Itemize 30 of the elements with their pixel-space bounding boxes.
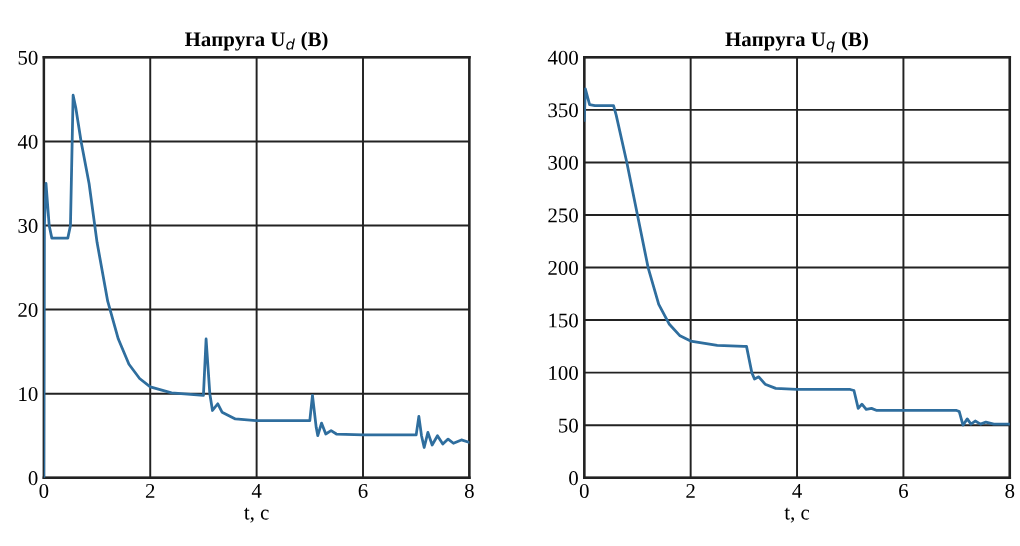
- x-axis-title: t, c: [244, 507, 269, 523]
- y-tick-label: 250: [548, 208, 578, 223]
- y-tick-label: 350: [548, 103, 578, 118]
- y-tick-label: 300: [548, 155, 578, 170]
- y-tick-label: 30: [18, 218, 38, 233]
- x-tick-label: 6: [358, 483, 368, 498]
- y-tick-label: 50: [559, 418, 578, 433]
- chart-title: Напруга U$_{q}$ (В): [725, 31, 868, 53]
- x-tick-label: 0: [579, 483, 589, 498]
- y-tick-label: 10: [19, 387, 38, 402]
- line-series: [584, 87, 1010, 427]
- x-tick-label: 0: [39, 483, 49, 498]
- y-tick-label: 400: [547, 50, 578, 65]
- y-tick-label: 0: [28, 471, 38, 486]
- y-tick-label: 150: [549, 313, 578, 328]
- chart-title: Напруга U$_{d}$ (В): [185, 31, 328, 51]
- x-tick-label: 8: [1005, 483, 1015, 498]
- x-tick-label: 8: [464, 483, 474, 498]
- y-tick-label: 40: [17, 134, 38, 149]
- x-axis-title: t, c: [784, 507, 810, 523]
- x-tick-label: 4: [792, 484, 802, 498]
- x-tick-label: 6: [899, 483, 909, 498]
- x-tick-label: 4: [251, 484, 262, 498]
- y-tick-label: 200: [548, 260, 578, 275]
- x-tick-label: 2: [145, 483, 155, 498]
- y-tick-label: 0: [569, 471, 578, 486]
- y-tick-label: 100: [549, 366, 578, 381]
- y-tick-label: 50: [18, 50, 38, 65]
- x-tick-label: 2: [686, 483, 695, 498]
- y-tick-label: 20: [18, 302, 38, 318]
